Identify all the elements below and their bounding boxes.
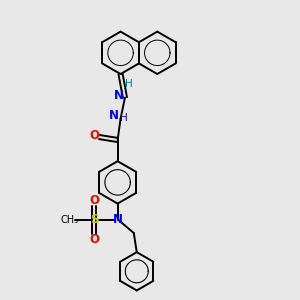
Text: O: O [89, 129, 99, 142]
Text: H: H [125, 79, 133, 89]
Text: S: S [90, 213, 98, 226]
Text: N: N [114, 89, 124, 102]
Text: O: O [89, 194, 99, 207]
Text: CH₃: CH₃ [61, 215, 79, 225]
Text: H: H [120, 113, 128, 123]
Text: N: N [112, 213, 123, 226]
Text: O: O [89, 233, 99, 246]
Text: N: N [109, 109, 119, 122]
